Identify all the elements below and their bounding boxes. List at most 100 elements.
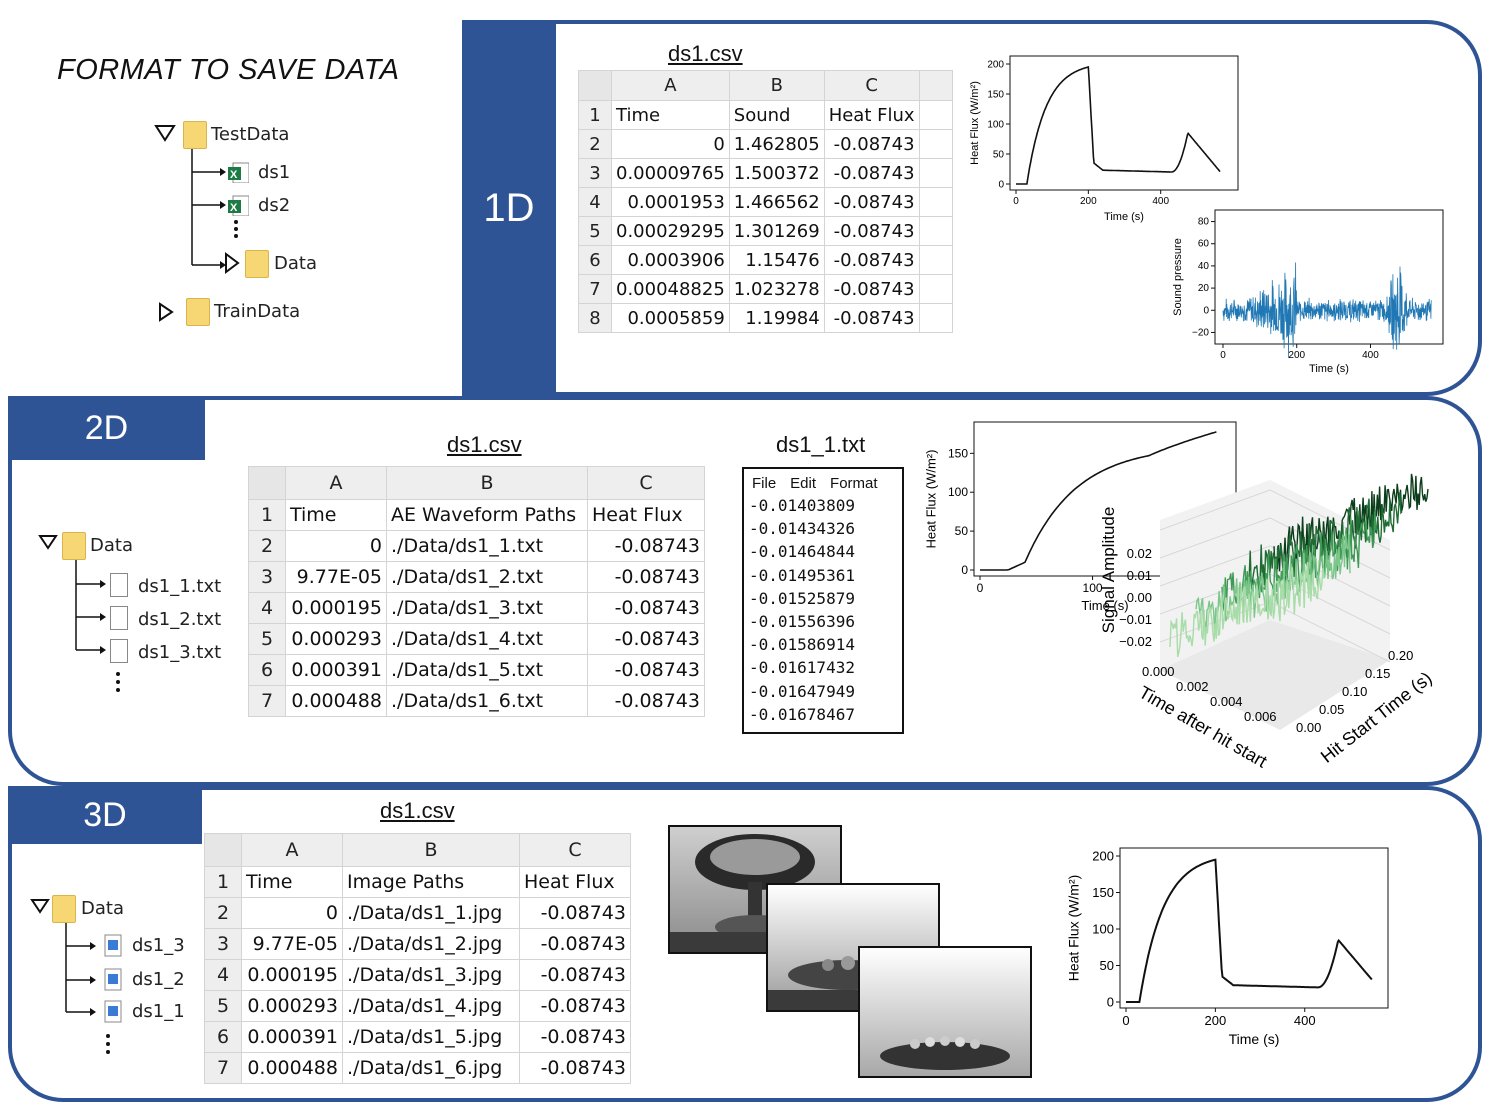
cell[interactable]: -0.08743 xyxy=(823,158,920,188)
cell[interactable]: -0.08743 xyxy=(519,1052,631,1084)
cell[interactable]: ./Data/ds1_1.txt xyxy=(386,530,588,562)
cell[interactable]: -0.08743 xyxy=(823,216,920,246)
cell[interactable]: Time xyxy=(611,100,730,130)
cell[interactable]: -0.08743 xyxy=(587,530,705,562)
cell[interactable]: ./Data/ds1_4.txt xyxy=(386,623,588,655)
cell[interactable]: 1.462805 xyxy=(728,129,825,159)
cell[interactable]: Sound xyxy=(728,100,825,130)
tree-file-3d[interactable]: ds1_3 xyxy=(132,935,185,956)
menu-edit[interactable]: Edit xyxy=(790,475,817,492)
cell[interactable]: 1.466562 xyxy=(728,187,825,217)
notepad-text[interactable]: -0.01403809 -0.01434326 -0.01464844 -0.0149… xyxy=(744,494,902,726)
cell[interactable] xyxy=(918,303,953,333)
cell[interactable]: 0.000488 xyxy=(285,685,387,717)
cell[interactable]: 0.0001953 xyxy=(611,187,730,217)
cell[interactable]: ./Data/ds1_6.jpg xyxy=(342,1052,520,1084)
cell[interactable]: 9.77E-05 xyxy=(241,928,343,960)
cell[interactable]: -0.08743 xyxy=(519,897,631,929)
cell[interactable]: 0.000391 xyxy=(241,1021,343,1053)
cell[interactable]: Heat Flux xyxy=(823,100,920,130)
cell[interactable]: -0.08743 xyxy=(587,561,705,593)
menu-file[interactable]: File xyxy=(752,475,777,492)
cell[interactable]: ./Data/ds1_5.txt xyxy=(386,654,588,686)
cell[interactable]: ./Data/ds1_5.jpg xyxy=(342,1021,520,1053)
tree-ds2[interactable]: ds2 xyxy=(258,195,291,216)
cell[interactable]: -0.08743 xyxy=(519,959,631,991)
tree-file-2d[interactable]: ds1_1.txt xyxy=(138,576,222,597)
cell[interactable]: -0.08743 xyxy=(587,623,705,655)
cell[interactable]: 0.000391 xyxy=(285,654,387,686)
cell[interactable]: 0 xyxy=(285,530,387,562)
col-header[interactable]: B xyxy=(728,70,825,101)
cell[interactable]: 0.00048825 xyxy=(611,274,730,304)
cell[interactable]: Time xyxy=(241,866,343,898)
cell[interactable]: Heat Flux xyxy=(519,866,631,898)
cell[interactable]: Image Paths xyxy=(342,866,520,898)
col-header[interactable]: A xyxy=(241,833,343,867)
cell[interactable]: 0.0003906 xyxy=(611,245,730,275)
cell[interactable] xyxy=(918,129,953,159)
cell[interactable]: 0.000293 xyxy=(241,990,343,1022)
cell[interactable]: 0 xyxy=(241,897,343,929)
col-header[interactable]: A xyxy=(285,466,387,500)
cell[interactable] xyxy=(918,274,953,304)
cell[interactable]: -0.08743 xyxy=(519,990,631,1022)
cell[interactable]: -0.08743 xyxy=(519,1021,631,1053)
tree-data-3d[interactable]: Data xyxy=(81,898,124,919)
tree-data-2d[interactable]: Data xyxy=(90,535,133,556)
cell[interactable]: -0.08743 xyxy=(823,274,920,304)
cell[interactable] xyxy=(918,187,953,217)
cell[interactable]: Heat Flux xyxy=(587,499,705,531)
tree-file-3d[interactable]: ds1_1 xyxy=(132,1001,185,1022)
cell[interactable]: ./Data/ds1_1.jpg xyxy=(342,897,520,929)
cell[interactable]: -0.08743 xyxy=(823,303,920,333)
cell[interactable]: 1.15476 xyxy=(728,245,825,275)
cell[interactable]: 1.023278 xyxy=(728,274,825,304)
cell[interactable]: -0.08743 xyxy=(587,685,705,717)
cell[interactable] xyxy=(918,245,953,275)
cell[interactable]: -0.08743 xyxy=(587,592,705,624)
cell[interactable] xyxy=(918,158,953,188)
tree-file-2d[interactable]: ds1_2.txt xyxy=(138,609,222,630)
cell[interactable]: ./Data/ds1_4.jpg xyxy=(342,990,520,1022)
cell[interactable]: 1.500372 xyxy=(728,158,825,188)
col-header[interactable]: A xyxy=(611,70,730,101)
cell[interactable]: -0.08743 xyxy=(823,245,920,275)
cell[interactable]: 0.00029295 xyxy=(611,216,730,246)
cell[interactable]: 0 xyxy=(611,129,730,159)
col-header[interactable]: B xyxy=(342,833,520,867)
col-header[interactable]: C xyxy=(519,833,631,867)
cell[interactable]: 1.19984 xyxy=(728,303,825,333)
cell[interactable]: 0.000195 xyxy=(241,959,343,991)
tree-traindata[interactable]: TrainData xyxy=(214,301,301,322)
cell[interactable]: 9.77E-05 xyxy=(285,561,387,593)
cell[interactable]: 0.00009765 xyxy=(611,158,730,188)
tree-file-3d[interactable]: ds1_2 xyxy=(132,969,185,990)
col-header[interactable]: B xyxy=(386,466,588,500)
menu-format[interactable]: Format xyxy=(830,475,878,492)
tree-ds1[interactable]: ds1 xyxy=(258,162,291,183)
cell[interactable]: 0.000293 xyxy=(285,623,387,655)
cell[interactable]: -0.08743 xyxy=(519,928,631,960)
cell[interactable]: ./Data/ds1_2.jpg xyxy=(342,928,520,960)
cell[interactable]: Time xyxy=(285,499,387,531)
col-header[interactable]: C xyxy=(823,70,920,101)
cell[interactable] xyxy=(918,216,953,246)
tree-file-2d[interactable]: ds1_3.txt xyxy=(138,642,222,663)
cell[interactable]: ./Data/ds1_2.txt xyxy=(386,561,588,593)
col-header[interactable]: C xyxy=(587,466,705,500)
cell[interactable]: -0.08743 xyxy=(823,129,920,159)
cell[interactable]: ./Data/ds1_3.jpg xyxy=(342,959,520,991)
cell[interactable]: AE Waveform Paths xyxy=(386,499,588,531)
cell[interactable]: 0.0005859 xyxy=(611,303,730,333)
table-row: 6 0.000391 ./Data/ds1_5.jpg -0.08743 xyxy=(204,1021,631,1053)
cell[interactable]: ./Data/ds1_3.txt xyxy=(386,592,588,624)
cell[interactable]: 1.301269 xyxy=(728,216,825,246)
tree-testdata[interactable]: TestData xyxy=(211,124,290,145)
cell[interactable]: 0.000488 xyxy=(241,1052,343,1084)
cell[interactable]: -0.08743 xyxy=(587,654,705,686)
tree-data[interactable]: Data xyxy=(274,253,317,274)
cell[interactable]: ./Data/ds1_6.txt xyxy=(386,685,588,717)
cell[interactable]: -0.08743 xyxy=(823,187,920,217)
cell[interactable]: 0.000195 xyxy=(285,592,387,624)
